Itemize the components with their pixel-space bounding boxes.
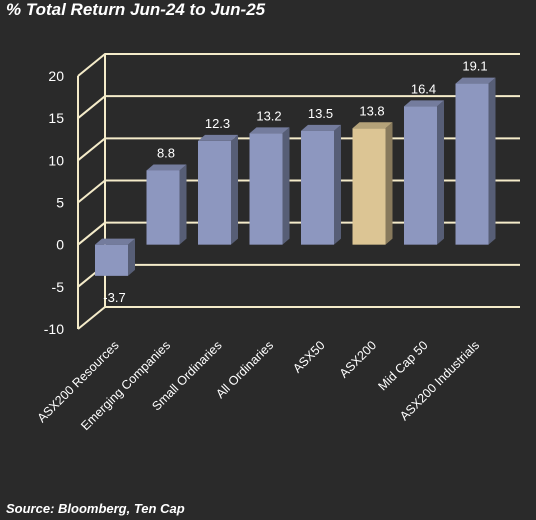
bar-top — [146, 164, 187, 171]
data-label: 13.5 — [308, 106, 333, 121]
bar — [455, 83, 489, 245]
gridline — [77, 306, 520, 330]
bar-side — [231, 134, 238, 245]
data-label: 8.8 — [157, 145, 175, 160]
bar-side — [179, 164, 187, 245]
gridline — [77, 137, 520, 162]
bar-side — [488, 77, 496, 245]
y-tick-label: 10 — [48, 152, 64, 168]
source-note: Source: Bloomberg, Ten Cap — [6, 501, 185, 516]
data-label: 19.1 — [462, 59, 487, 74]
chart-title: % Total Return Jun-24 to Jun-25 — [6, 0, 266, 19]
gridline — [77, 263, 520, 288]
bar — [352, 128, 386, 245]
bar-side — [385, 122, 393, 245]
bar-top — [198, 134, 238, 141]
bar-top — [352, 122, 393, 129]
bar-top — [249, 127, 290, 134]
gridline — [77, 53, 520, 77]
y-tick-label: 20 — [48, 68, 64, 84]
bar-top — [95, 238, 135, 245]
data-label: 13.2 — [256, 108, 281, 123]
data-label: 12.3 — [205, 116, 230, 131]
x-tick-label: ASX200 — [337, 338, 379, 380]
y-tick-label: -10 — [44, 321, 64, 337]
data-label: -3.7 — [103, 290, 125, 305]
bar — [404, 106, 437, 245]
data-label: 13.8 — [359, 103, 384, 118]
y-tick-label: -5 — [52, 279, 65, 295]
bar-top — [301, 124, 341, 131]
bar — [249, 133, 283, 245]
gridline — [77, 221, 520, 246]
bar — [95, 244, 128, 276]
bar-side — [334, 124, 341, 245]
bar-top — [455, 77, 496, 84]
data-label: 16.4 — [411, 81, 436, 96]
y-tick-label: 15 — [48, 110, 64, 126]
gridline — [77, 179, 520, 204]
x-tick-label: ASX50 — [290, 338, 327, 375]
bar — [301, 130, 334, 245]
bar-side — [437, 100, 444, 245]
bar — [146, 170, 180, 245]
bar-side — [128, 238, 135, 276]
x-tick-label: Emerging Companies — [78, 338, 173, 433]
bar — [198, 140, 231, 245]
y-tick-label: 0 — [56, 237, 64, 253]
y-tick-label: 5 — [56, 195, 64, 211]
gridline — [77, 95, 520, 119]
x-tick-label: Mid Cap 50 — [376, 338, 431, 393]
bar-side — [282, 127, 290, 245]
bar-top — [404, 100, 444, 107]
